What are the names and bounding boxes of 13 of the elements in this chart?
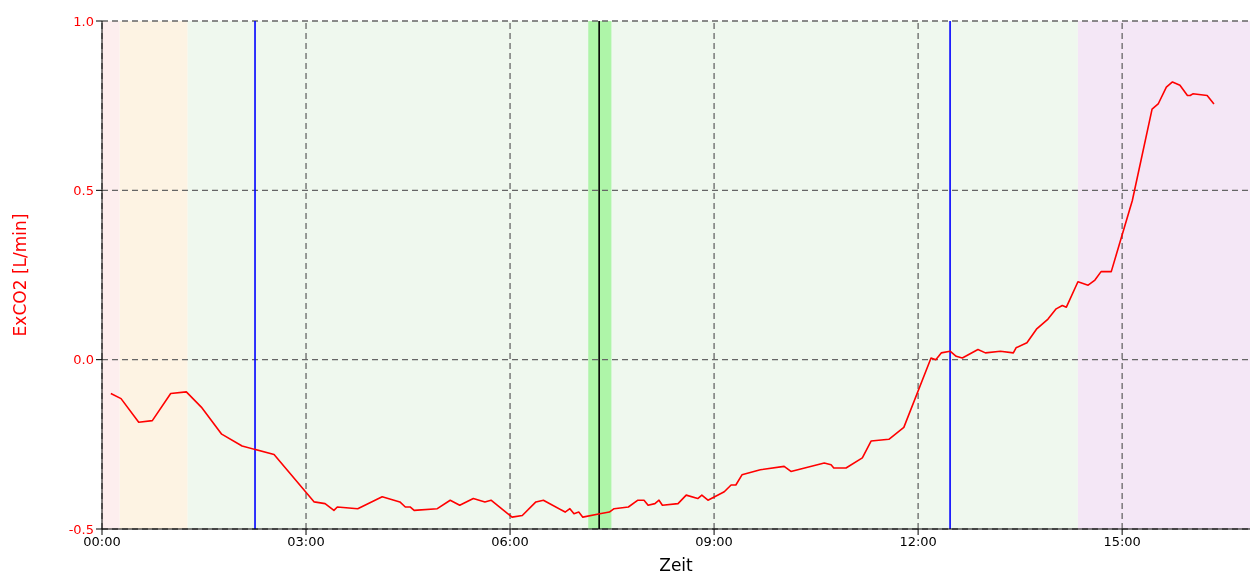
x-tick-label: 06:00 — [491, 534, 529, 550]
x-tick-label: 15:00 — [1103, 534, 1141, 550]
y-tick-label: 0.0 — [73, 352, 94, 368]
y-axis-title: ExCO2 [L/min] — [10, 213, 31, 337]
y-tick-label: 1.0 — [73, 13, 94, 29]
x-tick-label: 00:00 — [83, 534, 121, 550]
y-tick-label: 0.5 — [73, 182, 94, 198]
y-tick-label: -0.5 — [68, 521, 94, 537]
line-series — [110, 81, 1215, 518]
x-tick-label: 12:00 — [899, 534, 937, 550]
x-tick-label: 03:00 — [287, 534, 325, 550]
x-axis-title: Zeit — [659, 555, 694, 575]
x-tick-label: 09:00 — [695, 534, 733, 550]
